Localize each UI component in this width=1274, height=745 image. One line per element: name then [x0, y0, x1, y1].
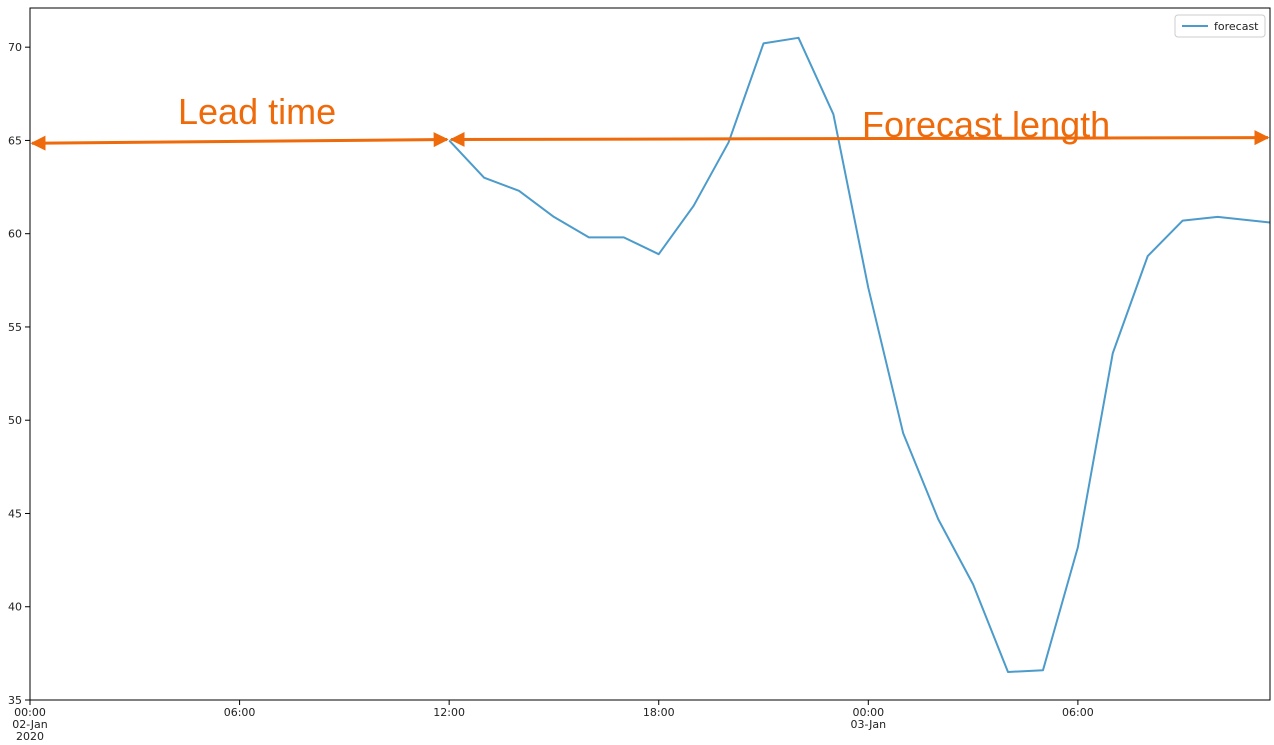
- y-tick-label: 50: [8, 414, 22, 427]
- x-tick-label: 12:00: [433, 706, 465, 719]
- y-tick-label: 65: [8, 134, 22, 147]
- annotation-label: Forecast length: [862, 104, 1110, 145]
- x-tick-label-line: 06:00: [224, 706, 256, 719]
- x-tick-label: 06:00: [224, 706, 256, 719]
- y-tick-label: 60: [8, 228, 22, 241]
- x-tick-label-line: 12:00: [433, 706, 465, 719]
- annotation-arrow: [30, 132, 449, 151]
- x-tick-label-line: 2020: [16, 730, 44, 743]
- x-tick-label-line: 02-Jan: [12, 718, 48, 731]
- x-tick-label-line: 06:00: [1062, 706, 1094, 719]
- x-tick-label-line: 03-Jan: [851, 718, 887, 731]
- y-tick-label: 40: [8, 601, 22, 614]
- legend-label: forecast: [1214, 20, 1259, 33]
- y-tick-label: 35: [8, 694, 22, 707]
- annotation-arrow: [449, 130, 1270, 147]
- x-tick-label: 00:00 03-Jan: [851, 706, 887, 731]
- x-tick-label: 18:00: [643, 706, 675, 719]
- x-tick-label: 00:00 02-Jan 2020: [12, 706, 48, 743]
- annotation-layer: Lead time Forecast length: [30, 91, 1270, 151]
- legend: forecast: [1174, 14, 1266, 38]
- series-layer: [448, 36, 1271, 673]
- annotation-label: Lead time: [178, 91, 336, 132]
- x-tick-label-line: 18:00: [643, 706, 675, 719]
- y-axis: 35 40 45 50 55 60 65 70: [8, 41, 30, 707]
- y-tick-label: 55: [8, 321, 22, 334]
- series-line-forecast: [448, 36, 1271, 673]
- legend-box: [1174, 14, 1266, 38]
- x-tick-label-line: 00:00: [852, 706, 884, 719]
- y-tick-label: 70: [8, 41, 22, 54]
- y-tick-label: 45: [8, 507, 22, 520]
- x-tick-label: 06:00: [1062, 706, 1094, 719]
- plot-frame: [29, 7, 1271, 701]
- x-tick-label-line: 00:00: [14, 706, 46, 719]
